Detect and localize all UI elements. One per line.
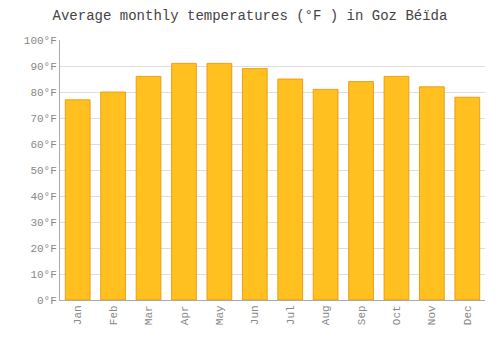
svg-text:Mar: Mar (143, 305, 155, 325)
svg-text:90°F: 90°F (30, 61, 56, 73)
svg-text:Feb: Feb (108, 305, 120, 325)
svg-text:May: May (214, 305, 226, 325)
svg-text:0°F: 0°F (37, 295, 57, 307)
svg-text:100°F: 100°F (24, 35, 57, 47)
svg-text:Sep: Sep (356, 305, 368, 325)
svg-text:Oct: Oct (391, 305, 403, 325)
svg-text:10°F: 10°F (30, 269, 56, 281)
svg-text:Jun: Jun (249, 305, 261, 325)
svg-text:80°F: 80°F (30, 87, 56, 99)
svg-text:Jan: Jan (72, 305, 84, 325)
svg-text:Nov: Nov (426, 305, 438, 325)
svg-text:Jul: Jul (285, 305, 297, 325)
svg-text:60°F: 60°F (30, 139, 56, 151)
svg-text:Average monthly temperatures (: Average monthly temperatures (°F ) in Go… (53, 8, 448, 24)
svg-text:50°F: 50°F (30, 165, 56, 177)
svg-text:20°F: 20°F (30, 243, 56, 255)
svg-text:40°F: 40°F (30, 191, 56, 203)
svg-text:70°F: 70°F (30, 113, 56, 125)
svg-text:Dec: Dec (462, 305, 474, 325)
svg-text:Apr: Apr (179, 305, 191, 325)
svg-text:Aug: Aug (320, 305, 332, 325)
svg-text:30°F: 30°F (30, 217, 56, 229)
